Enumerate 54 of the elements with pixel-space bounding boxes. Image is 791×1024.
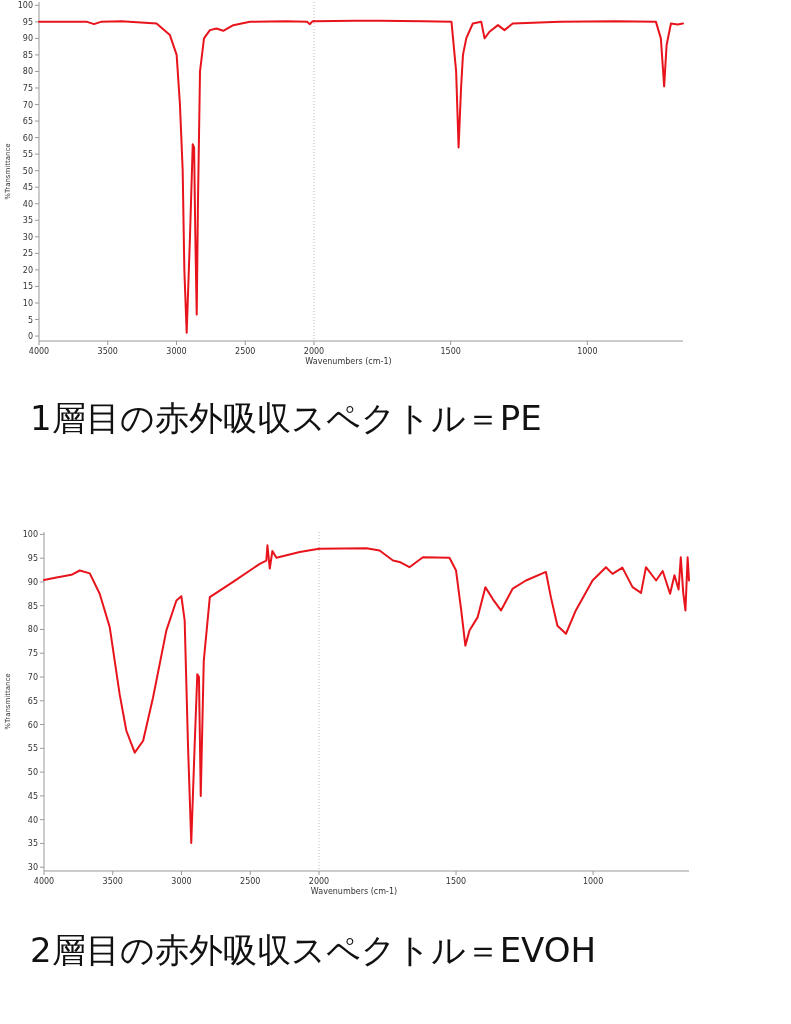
y-tick-label: 65 — [22, 117, 33, 127]
y-tick-label: 60 — [27, 720, 38, 730]
x-tick-label: 2500 — [235, 347, 256, 356]
y-tick-label: 55 — [22, 150, 33, 160]
x-axis-title: Wavenumbers (cm-1) — [310, 887, 398, 896]
x-tick-label: 1500 — [445, 877, 467, 886]
x-tick-label: 3000 — [166, 347, 187, 356]
y-tick-label: 30 — [22, 232, 33, 242]
y-tick-label: 100 — [22, 530, 38, 540]
x-tick-label: 1500 — [440, 347, 461, 356]
y-tick-label: 70 — [27, 673, 38, 683]
x-tick-label: 1000 — [582, 877, 604, 886]
text: 2層目の赤外吸収スペクトル＝EVOH — [30, 930, 597, 970]
y-tick-label: 95 — [27, 554, 38, 564]
y-tick-label: 35 — [22, 216, 33, 226]
y-tick-label: 45 — [27, 791, 38, 801]
y-tick-label: 55 — [27, 744, 38, 754]
y-tick-label: 30 — [27, 863, 38, 873]
x-tick-label: 4000 — [28, 347, 50, 356]
x-axis-title: Wavenumbers (cm-1) — [305, 357, 392, 366]
x-tick-label: 2000 — [303, 347, 325, 356]
y-tick-label: 80 — [22, 67, 33, 77]
y-tick-label: 45 — [22, 183, 33, 193]
x-tick-label: 1000 — [577, 347, 598, 356]
y-tick-label: 10 — [22, 298, 33, 308]
y-tick-label: 70 — [22, 100, 33, 110]
x-tick-label: 3500 — [97, 347, 118, 356]
y-tick-label: 25 — [22, 249, 33, 259]
y-tick-label: 40 — [27, 815, 38, 825]
x-tick-label: 2500 — [240, 877, 261, 886]
y-tick-label: 100 — [17, 1, 33, 11]
y-tick-label: 50 — [27, 768, 38, 778]
x-tick-label: 3500 — [102, 877, 123, 886]
x-tick-label: 4000 — [33, 877, 55, 886]
y-tick-label: 85 — [27, 601, 38, 611]
x-tick-label: 3000 — [171, 877, 192, 886]
y-tick-label: 80 — [27, 625, 38, 635]
y-tick-label: 20 — [22, 265, 33, 275]
y-tick-label: 60 — [22, 133, 33, 143]
y-tick-label: 85 — [22, 50, 33, 60]
y-tick-label: 75 — [22, 83, 33, 93]
y-tick-label: 35 — [27, 839, 38, 849]
y-tick-label: 90 — [22, 34, 33, 44]
x-tick-label: 2000 — [308, 877, 330, 886]
y-tick-label: 40 — [22, 199, 33, 209]
text: 1層目の赤外吸収スペクトル＝PE — [30, 398, 542, 438]
y-tick-label: 95 — [22, 17, 33, 27]
y-tick-label: 75 — [27, 649, 38, 659]
y-tick-label: 15 — [22, 282, 33, 292]
y-tick-label: 50 — [22, 166, 33, 176]
y-tick-label: 90 — [27, 577, 38, 587]
y-tick-label: 5 — [27, 315, 33, 325]
y-tick-label: 0 — [27, 332, 33, 342]
y-tick-label: 65 — [27, 696, 38, 706]
